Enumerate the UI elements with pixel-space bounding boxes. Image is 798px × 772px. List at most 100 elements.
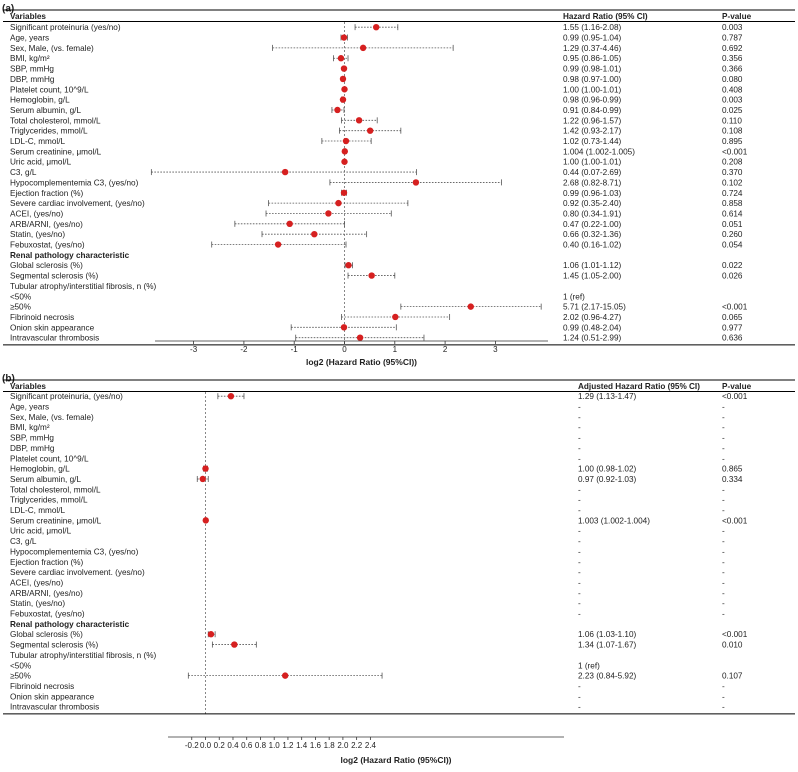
row-hazard-ratio: - [578,403,581,412]
row-p-value: 0.366 [722,65,743,74]
row-p-value: - [722,547,725,556]
row-label: Intravascular thrombosis [10,703,99,712]
row-label: Platelet count, 10^9/L [10,85,89,94]
row-label: BMI, kg/m² [10,423,50,432]
column-header-variables: Variables [10,12,46,21]
row-hazard-ratio: 0.98 (0.96-0.99) [563,96,622,105]
row-label: ARB/ARNI, (yes/no) [10,220,83,229]
row-hazard-ratio: 2.02 (0.96-4.27) [563,313,622,322]
row-label: ≥50% [10,672,31,681]
row-p-value: 0.334 [722,475,743,484]
row-label: Fibrinoid necrosis [10,313,74,322]
x-tick-label: 2.2 [351,741,363,750]
row-hazard-ratio: 0.44 (0.07-2.69) [563,168,622,177]
row-label: Febuxostat, (yes/no) [10,610,85,619]
row-label: Onion skin appearance [10,692,95,701]
row-label: Significant proteinuria (yes/no) [10,23,121,32]
point-estimate [231,641,238,648]
row-label: SBP, mmHg [10,65,54,74]
x-axis-title: log2 (Hazard Ratio (95%CI)) [306,357,417,367]
row-p-value: - [722,506,725,515]
point-estimate [368,272,375,279]
row-label: Renal pathology characteristic [10,251,130,260]
row-p-value: 0.787 [722,34,743,43]
row-hazard-ratio: 1.29 (1.13-1.47) [578,392,637,401]
row-label: LDL-C, mmol/L [10,137,65,146]
point-estimate [412,179,420,186]
point-estimate [342,137,350,145]
row-hazard-ratio: 0.91 (0.84-0.99) [563,106,622,115]
point-estimate [281,672,289,679]
row-p-value: 0.865 [722,465,743,474]
point-estimate [340,324,348,331]
x-tick-label: -3 [190,345,198,354]
row-p-value: 0.858 [722,199,743,208]
point-estimate [202,465,209,472]
row-p-value: <0.001 [722,392,748,401]
row-p-value: 0.260 [722,230,743,239]
row-p-value: - [722,485,725,494]
row-hazard-ratio: 1.003 (1.002-1.004) [578,516,650,525]
row-p-value: <0.001 [722,303,748,312]
row-label: C3, g/L [10,168,37,177]
column-header-p-value: P-value [722,382,752,391]
row-p-value: - [722,413,725,422]
x-tick-label: 1 [393,345,398,354]
row-label: BMI, kg/m² [10,54,50,63]
row-p-value: 0.895 [722,137,743,146]
row-label: Hemoglobin, g/L [10,96,70,105]
x-tick-label: 0.0 [200,741,212,750]
row-label: Sex, Male, (vs. female) [10,44,94,53]
x-tick-label: 1.8 [324,741,336,750]
row-hazard-ratio: 0.80 (0.34-1.91) [563,209,622,218]
row-hazard-ratio: 1.24 (0.51-2.99) [563,334,622,343]
row-hazard-ratio: - [578,578,581,587]
row-label: Hypocomplementemia C3, (yes/no) [10,547,139,556]
x-tick-label: 2.4 [365,741,377,750]
row-p-value: 0.054 [722,241,743,250]
row-hazard-ratio: 1 (ref) [563,292,585,301]
row-label: ARB/ARNI, (yes/no) [10,589,83,598]
row-p-value: <0.001 [722,147,748,156]
row-p-value: - [722,610,725,619]
row-hazard-ratio: 0.40 (0.16-1.02) [563,241,622,250]
row-label: Febuxostat, (yes/no) [10,241,85,250]
row-label: Ejection fraction (%) [10,189,84,198]
row-hazard-ratio: 1.004 (1.002-1.005) [563,147,635,156]
row-label: Triglycerides, mmol/L [10,496,88,505]
row-hazard-ratio: 1.34 (1.07-1.67) [578,641,637,650]
row-p-value: 0.080 [722,75,743,84]
row-label: Fibrinoid necrosis [10,682,74,691]
row-p-value: 0.003 [722,23,743,32]
column-header-hazard-ratio: Hazard Ratio (95% CI) [563,12,648,21]
row-hazard-ratio: 0.99 (0.95-1.04) [563,34,622,43]
row-hazard-ratio: - [578,682,581,691]
row-p-value: - [722,423,725,432]
row-hazard-ratio: 0.99 (0.48-2.04) [563,323,622,332]
x-tick-label: 0.2 [214,741,226,750]
row-label: DBP, mmHg [10,75,55,84]
point-estimate [341,86,348,93]
row-label: Hypocomplementemia C3, (yes/no) [10,178,139,187]
row-hazard-ratio: 2.23 (0.84-5.92) [578,672,637,681]
row-label: ACEI, (yes/no) [10,578,64,587]
point-estimate [356,334,364,341]
row-label: Tubular atrophy/interstitial fibrosis, n… [10,651,156,660]
row-hazard-ratio: 0.99 (0.96-1.03) [563,189,622,198]
row-p-value: 0.692 [722,44,743,53]
row-p-value: 0.408 [722,85,743,94]
row-p-value: 0.370 [722,168,743,177]
row-p-value: 0.051 [722,220,743,229]
row-label: DBP, mmHg [10,444,55,453]
x-tick-label: -0.2 [185,741,199,750]
row-label: Renal pathology characteristic [10,620,130,629]
row-p-value: 0.977 [722,323,743,332]
row-p-value: 0.026 [722,272,743,281]
point-estimate [341,158,348,165]
row-hazard-ratio: 2.68 (0.82-8.71) [563,178,622,187]
row-hazard-ratio: - [578,610,581,619]
row-hazard-ratio: 1.06 (1.01-1.12) [563,261,622,270]
row-p-value: - [722,444,725,453]
point-estimate [325,210,332,217]
row-hazard-ratio: 1.55 (1.16-2.08) [563,23,622,32]
